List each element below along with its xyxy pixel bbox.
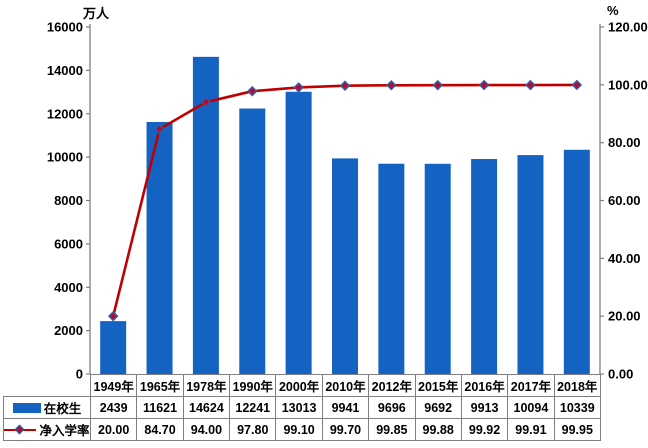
rate-value-cell: 97.80 bbox=[229, 418, 277, 441]
right-axis-title: % bbox=[607, 3, 619, 18]
enrolled-value-cell: 10094 bbox=[507, 396, 555, 419]
rate-value-cell: 99.85 bbox=[368, 418, 416, 441]
enrolled-value-cell: 12241 bbox=[229, 396, 277, 419]
legend-label-enrolled: 在校生 bbox=[43, 402, 82, 416]
bar-enrolled-students bbox=[517, 155, 544, 374]
table-corner-blank bbox=[4, 375, 91, 397]
right-axis-tick-label: 80.00 bbox=[608, 135, 641, 150]
rate-value-cell: 99.88 bbox=[414, 418, 462, 441]
rate-value-cell: 20.00 bbox=[89, 418, 138, 441]
line-marker-diamond bbox=[154, 123, 165, 135]
rate-value-cell: 99.10 bbox=[275, 418, 323, 441]
legend-line-swatch bbox=[4, 424, 37, 435]
bar-enrolled-students bbox=[424, 163, 451, 374]
table-row: 在校生 2439 11621 14624 12241 13013 9941 9696 9692 9… bbox=[3, 396, 601, 419]
bar-enrolled-students bbox=[239, 108, 266, 374]
bar-enrolled-students bbox=[285, 91, 312, 374]
legend-label-rate: 净入学率 bbox=[39, 424, 90, 438]
year-header-cell: 1978年 bbox=[182, 374, 231, 397]
legend-diamond-icon bbox=[15, 424, 25, 434]
bar-enrolled-students bbox=[563, 149, 590, 374]
left-axis-tick-label: 8000 bbox=[54, 193, 83, 208]
left-axis-tick-label: 14000 bbox=[47, 63, 83, 78]
bar-enrolled-students bbox=[192, 56, 219, 374]
enrolled-value-cell: 9913 bbox=[460, 396, 509, 419]
bar-enrolled-students bbox=[471, 159, 498, 374]
line-marker-diamond bbox=[386, 79, 397, 91]
rate-value-cell: 99.70 bbox=[321, 418, 370, 441]
line-marker-diamond bbox=[432, 79, 444, 91]
rate-value-cell: 99.95 bbox=[553, 418, 601, 441]
year-header-cell: 1949年 bbox=[89, 374, 138, 397]
left-axis-tick-label: 12000 bbox=[47, 106, 83, 121]
enrolled-value-cell: 2439 bbox=[89, 396, 138, 419]
line-marker-diamond bbox=[571, 79, 583, 91]
right-axis-tick-label: 20.00 bbox=[608, 309, 641, 324]
line-marker-diamond bbox=[200, 96, 212, 108]
right-axis-tick-label: 0.00 bbox=[608, 367, 633, 382]
line-marker-diamond bbox=[339, 80, 351, 91]
legend-bar-swatch bbox=[12, 402, 41, 413]
rate-value-cell: 99.91 bbox=[507, 418, 555, 441]
bar-enrolled-students bbox=[146, 121, 173, 374]
left-axis-tick-label: 0 bbox=[76, 367, 83, 382]
year-header-cell: 2017年 bbox=[507, 374, 555, 397]
table-row: 1949年 1965年 1978年 1990年 2000年 2010年 2012年 2015年… bbox=[4, 374, 601, 397]
year-header-cell: 2018年 bbox=[553, 374, 601, 397]
left-axis-tick-label: 6000 bbox=[54, 236, 83, 251]
legend-cell-rate: 净入学率 bbox=[3, 418, 91, 441]
rate-value-cell: 94.00 bbox=[182, 418, 231, 441]
right-axis-tick-label: 100.00 bbox=[608, 77, 648, 92]
enrolled-value-cell: 9696 bbox=[368, 396, 416, 419]
enrolled-value-cell: 10339 bbox=[553, 396, 601, 419]
left-axis-title: 万人 bbox=[82, 6, 109, 21]
left-axis-tick-label: 16000 bbox=[47, 20, 83, 35]
table-row: 净入学率 20.00 84.70 94.00 97.80 99.10 99.70 99.85 9… bbox=[3, 418, 601, 441]
legend-cell-enrolled: 在校生 bbox=[3, 396, 91, 419]
bar-enrolled-students bbox=[378, 163, 405, 374]
year-header-cell: 2012年 bbox=[368, 374, 416, 397]
year-header-cell: 1965年 bbox=[136, 374, 184, 397]
right-axis-tick-label: 120.00 bbox=[608, 20, 648, 35]
enrolled-value-cell: 14624 bbox=[182, 396, 231, 419]
bar-enrolled-students bbox=[332, 158, 358, 374]
year-header-cell: 1990年 bbox=[229, 374, 277, 397]
year-header-cell: 2015年 bbox=[414, 374, 462, 397]
enrolled-value-cell: 9941 bbox=[321, 396, 370, 419]
left-axis-tick-label: 4000 bbox=[54, 280, 83, 295]
rate-value-cell: 84.70 bbox=[136, 418, 184, 441]
data-table-body: 1949年 1965年 1978年 1990年 2000年 2010年 2012年 2015年… bbox=[3, 374, 601, 441]
line-marker-diamond bbox=[525, 79, 536, 91]
line-marker-diamond bbox=[293, 82, 304, 93]
enrolled-value-cell: 13013 bbox=[275, 396, 323, 419]
bar-enrolled-students bbox=[100, 321, 127, 374]
year-header-cell: 2010年 bbox=[321, 374, 370, 397]
right-axis-tick-label: 60.00 bbox=[608, 193, 641, 208]
rate-value-cell: 99.92 bbox=[460, 418, 509, 441]
left-axis-tick-label: 2000 bbox=[54, 323, 83, 338]
line-marker-diamond bbox=[478, 79, 490, 91]
line-marker-diamond bbox=[246, 85, 258, 97]
enrolled-value-cell: 11621 bbox=[136, 396, 184, 419]
line-marker-diamond bbox=[107, 310, 119, 322]
right-axis-tick-label: 40.00 bbox=[608, 251, 641, 266]
chart-data-table: 1949年 1965年 1978年 1990年 2000年 2010年 2012年 2015年… bbox=[3, 374, 601, 441]
enrolled-value-cell: 9692 bbox=[414, 396, 462, 419]
year-header-cell: 2000年 bbox=[275, 374, 323, 397]
year-header-cell: 2016年 bbox=[460, 374, 509, 397]
left-axis-tick-label: 10000 bbox=[47, 150, 83, 165]
